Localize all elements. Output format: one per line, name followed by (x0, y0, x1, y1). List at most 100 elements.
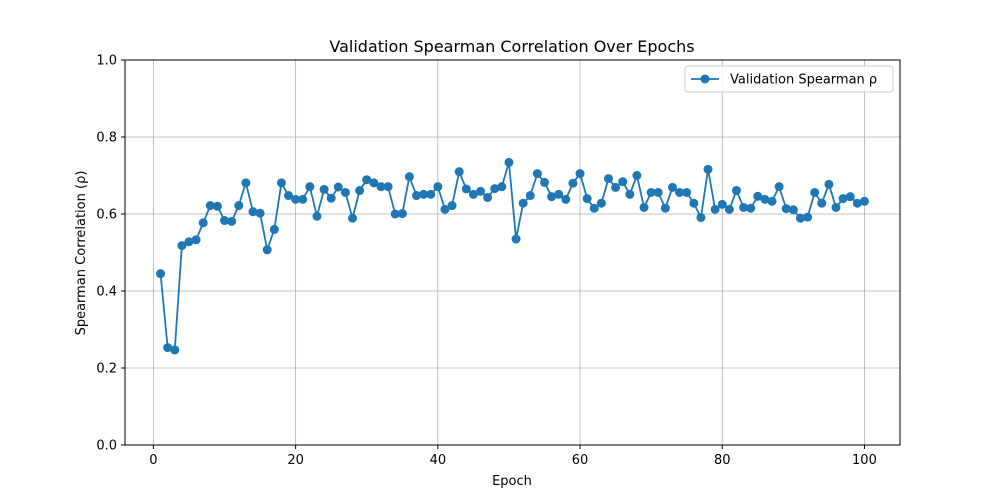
data-point (561, 194, 571, 204)
y-tick-label: 0.0 (96, 439, 117, 454)
y-tick-label: 1.0 (96, 54, 117, 69)
ticks: 0 20 40 60 80 100 0.0 0.2 0.4 0.6 0.8 1.0 (96, 54, 877, 469)
data-point (682, 187, 692, 197)
data-point (788, 205, 798, 215)
data-point (227, 216, 237, 226)
data-point (511, 234, 521, 244)
data-point (859, 196, 869, 206)
data-point (539, 177, 549, 187)
data-point (255, 208, 265, 218)
data-point (355, 186, 365, 196)
data-point (838, 194, 848, 204)
x-tick-label: 40 (430, 453, 447, 468)
data-point (340, 187, 350, 197)
chart-title: Validation Spearman Correlation Over Epo… (329, 37, 694, 56)
data-point (703, 164, 713, 174)
data-point (419, 189, 429, 199)
data-point (362, 175, 372, 185)
data-point (234, 201, 244, 211)
data-point (525, 191, 535, 201)
x-tick-label: 60 (572, 453, 589, 468)
data-point (454, 167, 464, 177)
data-point (774, 182, 784, 192)
data-point (746, 203, 756, 213)
data-point (696, 212, 706, 222)
data-point (817, 198, 827, 208)
data-point (717, 199, 727, 209)
data-point (596, 198, 606, 208)
data-point (803, 212, 813, 222)
data-point (276, 178, 286, 188)
y-tick-label: 0.4 (96, 285, 117, 300)
data-point (660, 203, 670, 213)
y-tick-label: 0.6 (96, 208, 117, 223)
data-point (241, 178, 251, 188)
data-point (781, 204, 791, 214)
x-tick-label: 100 (852, 453, 877, 468)
data-point (568, 178, 578, 188)
data-point (639, 202, 649, 212)
data-point (156, 269, 166, 279)
data-point (582, 194, 592, 204)
data-point (710, 204, 720, 214)
data-point (461, 184, 471, 194)
data-point (269, 224, 279, 234)
data-point (404, 172, 414, 182)
data-point (191, 235, 201, 245)
data-point (248, 207, 258, 217)
legend-label: Validation Spearman ρ (730, 73, 877, 88)
data-point (305, 182, 315, 192)
data-point (675, 187, 685, 197)
data-point (369, 178, 379, 188)
x-tick-label: 80 (714, 453, 731, 468)
data-point (731, 186, 741, 196)
data-point (170, 345, 180, 355)
data-point (852, 198, 862, 208)
data-point (810, 187, 820, 197)
data-point (831, 202, 841, 212)
data-point (312, 211, 322, 221)
data-point (383, 182, 393, 192)
data-point (497, 182, 507, 192)
data-point (518, 198, 528, 208)
data-point (298, 194, 308, 204)
data-point (205, 201, 215, 211)
data-point (426, 189, 436, 199)
data-point (433, 182, 443, 192)
legend-marker-swatch (700, 74, 710, 84)
data-point (653, 187, 663, 197)
data-point (611, 182, 621, 192)
data-point (589, 203, 599, 213)
data-point (284, 191, 294, 201)
legend: Validation Spearman ρ (684, 65, 894, 93)
data-point (262, 245, 272, 255)
data-point (532, 169, 542, 179)
data-point (319, 184, 329, 194)
data-point (795, 213, 805, 223)
data-point (184, 237, 194, 247)
data-point (198, 218, 208, 228)
data-point (326, 193, 336, 203)
y-tick-label: 0.8 (96, 131, 117, 146)
data-point (724, 204, 734, 214)
data-point (824, 179, 834, 189)
data-point (504, 157, 514, 167)
data-point (767, 196, 777, 206)
data-point (468, 189, 478, 199)
series-layer (156, 157, 869, 355)
data-point (376, 182, 386, 192)
data-point (646, 187, 656, 197)
data-point (291, 194, 301, 204)
data-point (554, 189, 564, 199)
data-point (177, 241, 187, 251)
data-point (390, 209, 400, 219)
data-point (632, 171, 642, 180)
data-point (412, 191, 422, 201)
data-point (212, 201, 222, 211)
x-tick-label: 20 (287, 453, 304, 468)
data-point (397, 209, 407, 219)
y-tick-label: 0.2 (96, 362, 117, 377)
data-point (348, 213, 358, 223)
data-point (483, 192, 493, 202)
